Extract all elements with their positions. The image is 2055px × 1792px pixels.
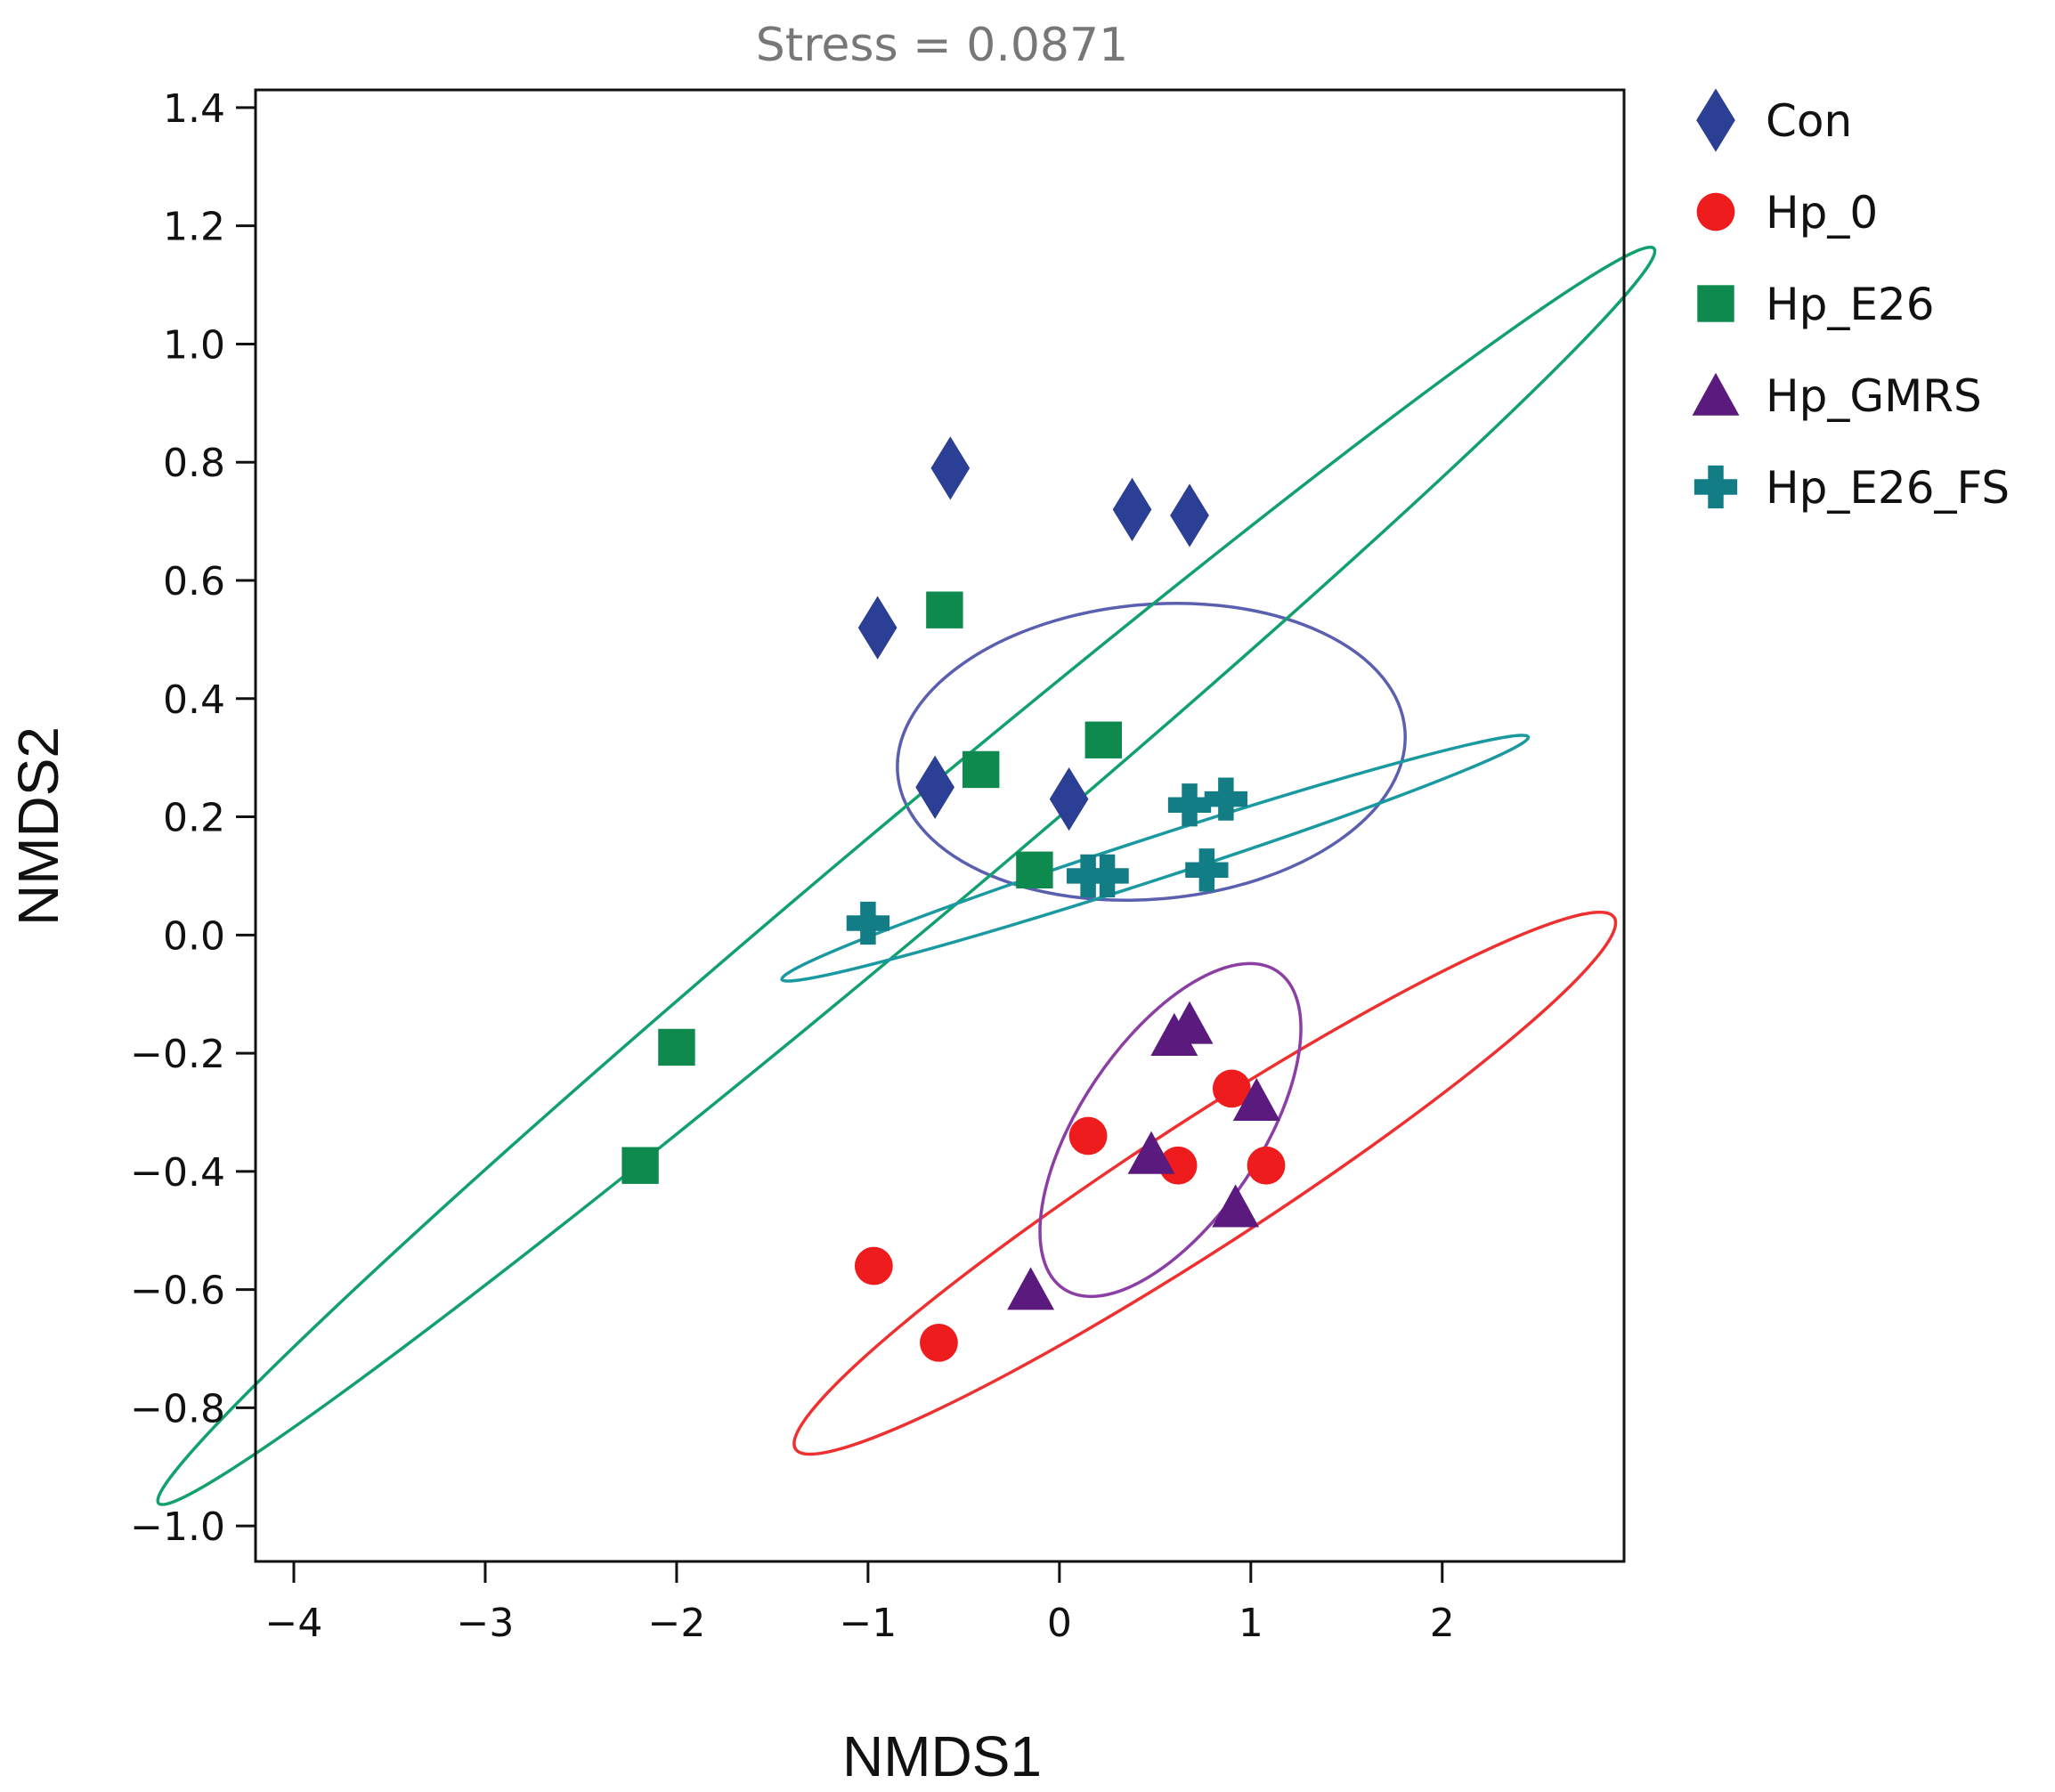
y-axis-label: NMDS2 xyxy=(6,726,70,926)
point-hp-gmrs xyxy=(1007,1267,1055,1310)
point-hp-e26 xyxy=(658,1028,695,1066)
y-axis: 1.4 1.2 1.0 0.8 0.6 0.4 0.2 0.0 −0.2 −0.4 −0.6 −0.8… xyxy=(130,86,256,1550)
y-tick-label: 1.4 xyxy=(163,86,225,132)
point-con xyxy=(1049,766,1089,831)
point-hp-gmrs xyxy=(1212,1184,1260,1228)
point-con xyxy=(857,596,898,660)
y-tick-label: 1.0 xyxy=(163,322,225,368)
point-hp-gmrs xyxy=(1127,1131,1175,1174)
point-hp-0 xyxy=(854,1246,893,1285)
point-hp-e26 xyxy=(1084,721,1122,758)
y-tick-label: 0.0 xyxy=(163,913,225,959)
point-hp-e26 xyxy=(963,750,1000,789)
x-tick-label: 1 xyxy=(1239,1601,1263,1646)
legend-marker-con xyxy=(1696,88,1735,152)
y-tick-label: −0.2 xyxy=(130,1032,225,1077)
point-con xyxy=(1112,477,1152,541)
y-tick-label: 0.2 xyxy=(163,796,225,841)
legend-label-hp-0: Hp_0 xyxy=(1766,187,1878,239)
point-con xyxy=(930,436,971,500)
point-hp-e26 xyxy=(926,591,963,628)
confidence-ellipses xyxy=(156,245,1657,1506)
legend-marker-hp-0 xyxy=(1696,192,1735,231)
ellipse-con xyxy=(896,602,1407,903)
point-hp-e26 xyxy=(621,1147,659,1184)
legend-marker-hp-e26 xyxy=(1697,285,1734,322)
point-hp-e26-fs xyxy=(1167,783,1212,827)
point-hp-gmrs xyxy=(1232,1077,1280,1121)
x-tick-label: −2 xyxy=(647,1601,705,1646)
y-tick-label: −0.8 xyxy=(130,1386,225,1431)
legend-marker-hp-e26-fs xyxy=(1694,465,1738,509)
x-tick-label: −1 xyxy=(839,1601,897,1646)
data-points xyxy=(621,436,1286,1362)
y-tick-label: −0.6 xyxy=(130,1269,225,1314)
point-hp-0 xyxy=(920,1323,958,1362)
chart-title: Stress = 0.0871 xyxy=(756,19,1128,72)
ellipse-hp-e26-fs xyxy=(780,734,1531,983)
legend-label-hp-e26-fs: Hp_E26_FS xyxy=(1766,462,2010,514)
legend-label-hp-e26: Hp_E26 xyxy=(1766,279,1935,330)
y-tick-label: −0.4 xyxy=(130,1150,225,1196)
ellipse-hp-gmrs xyxy=(1038,961,1303,1299)
x-axis: −4 −3 −2 −1 0 1 2 xyxy=(265,1561,1455,1646)
point-hp-e26-fs xyxy=(1204,777,1248,821)
point-hp-0 xyxy=(1158,1146,1198,1185)
point-con xyxy=(1170,483,1209,547)
point-hp-gmrs xyxy=(1150,1012,1198,1056)
x-tick-label: 2 xyxy=(1430,1601,1455,1646)
point-hp-0 xyxy=(1068,1116,1108,1155)
point-hp-e26-fs xyxy=(1085,854,1129,898)
legend-label-hp-gmrs: Hp_GMRS xyxy=(1766,370,1982,422)
point-hp-0 xyxy=(1247,1146,1286,1185)
y-tick-label: 0.6 xyxy=(163,559,225,604)
ellipse-hp-e26 xyxy=(156,245,1657,1506)
y-tick-label: −1.0 xyxy=(130,1504,225,1550)
plot-frame xyxy=(254,88,1626,1563)
point-con xyxy=(915,755,954,819)
x-tick-label: −3 xyxy=(457,1601,515,1646)
y-tick-label: 1.2 xyxy=(163,205,225,250)
x-tick-label: −4 xyxy=(265,1601,323,1646)
legend-marker-hp-gmrs xyxy=(1692,372,1740,416)
y-tick-label: 0.4 xyxy=(163,677,225,723)
x-tick-label: 0 xyxy=(1047,1601,1072,1646)
legend: Con Hp_0 Hp_E26 Hp_GMRS Hp_E26_FS xyxy=(1692,88,2010,514)
ellipse-hp-0 xyxy=(792,910,1618,1456)
x-axis-label: NMDS1 xyxy=(842,1724,1042,1788)
point-hp-e26 xyxy=(1016,851,1053,888)
y-tick-label: 0.8 xyxy=(163,441,225,486)
point-hp-e26-fs xyxy=(1185,848,1229,892)
point-hp-e26-fs xyxy=(846,901,890,945)
legend-label-con: Con xyxy=(1766,95,1852,147)
point-hp-0 xyxy=(1212,1069,1251,1108)
